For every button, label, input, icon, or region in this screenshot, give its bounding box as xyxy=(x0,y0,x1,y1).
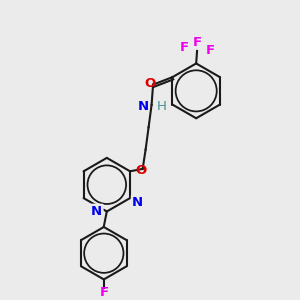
Text: F: F xyxy=(180,40,189,54)
Text: H: H xyxy=(156,100,166,113)
Text: F: F xyxy=(99,286,108,299)
Text: N: N xyxy=(91,205,102,218)
Text: F: F xyxy=(206,44,215,56)
Text: O: O xyxy=(144,77,155,90)
Text: N: N xyxy=(138,100,149,113)
Text: O: O xyxy=(136,164,147,177)
Text: N: N xyxy=(132,196,143,209)
Text: F: F xyxy=(193,36,202,49)
